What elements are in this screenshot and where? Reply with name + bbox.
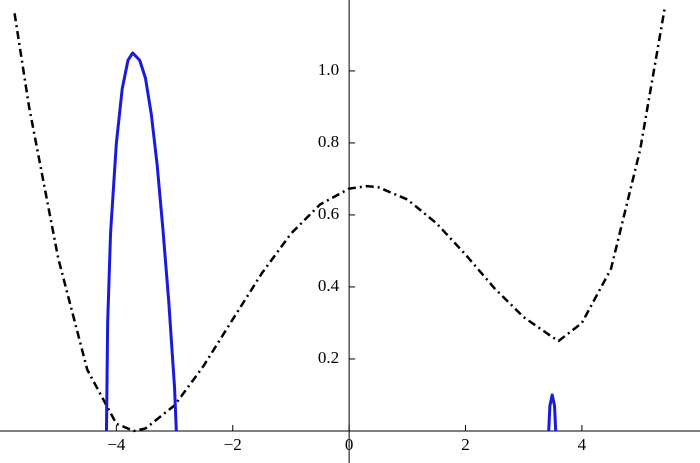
y-tick-label: 0.8 [318,132,339,151]
x-tick-label: 4 [578,435,587,454]
curve [13,5,667,433]
y-tick-label: 0.2 [318,348,339,367]
y-tick-label: 0.4 [318,276,340,295]
y-tick-label: 1.0 [318,60,339,79]
curve [104,51,558,432]
x-tick-label: −4 [107,435,126,454]
x-tick-label: 2 [461,435,470,454]
x-tick-label: −2 [224,435,242,454]
x-tick-label: 0 [345,435,354,454]
y-tick-label: 0.6 [318,204,339,223]
